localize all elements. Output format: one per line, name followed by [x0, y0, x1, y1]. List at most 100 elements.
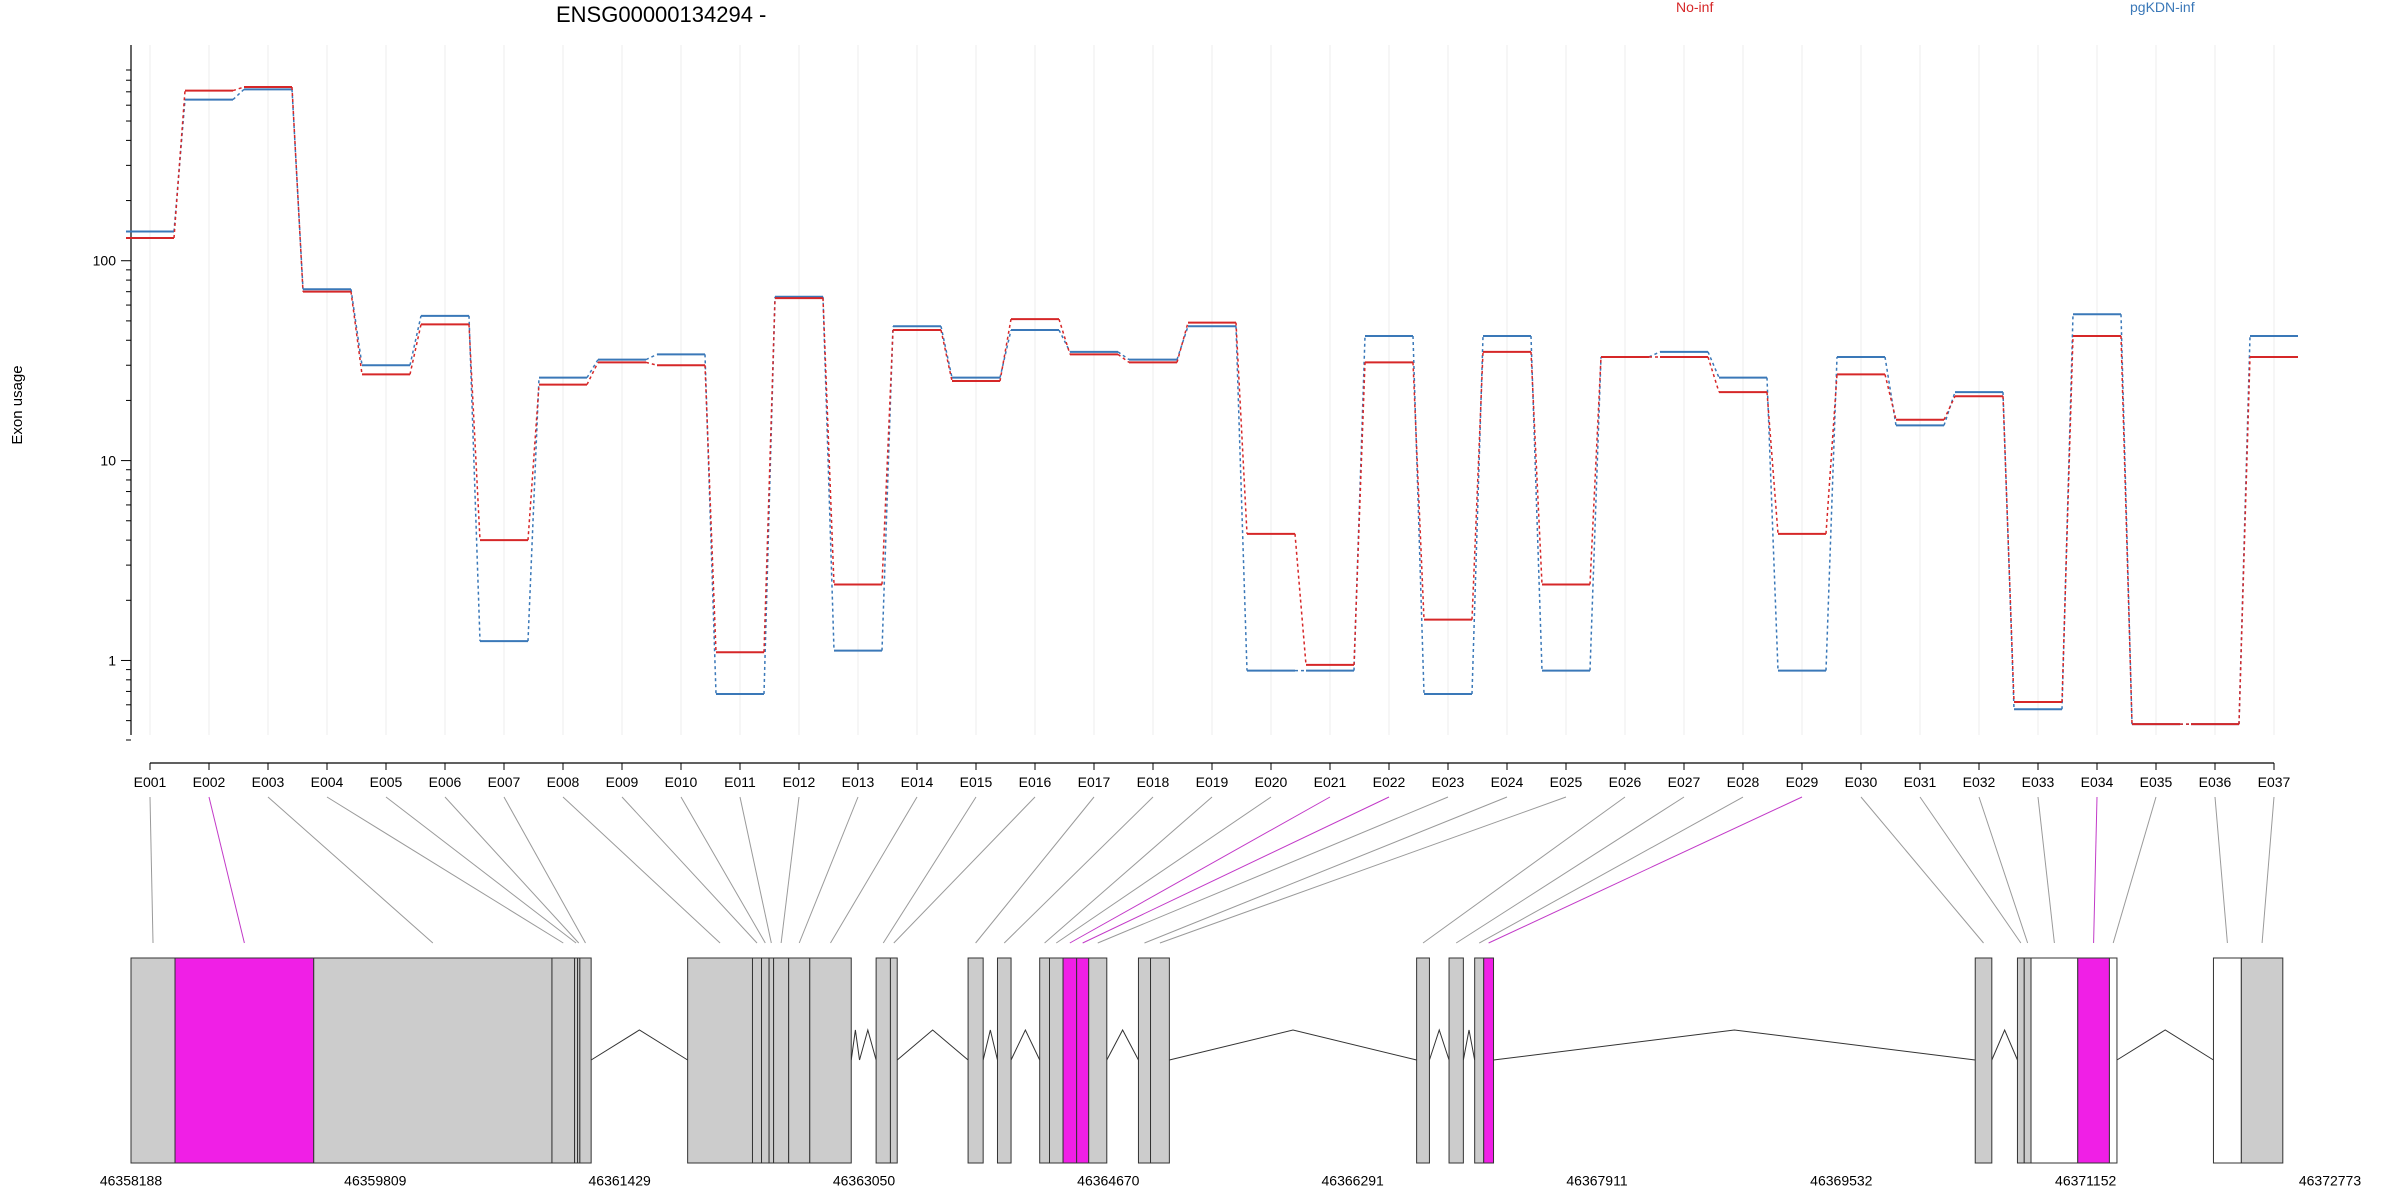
data-connector [1884, 374, 1897, 420]
intron-line [590, 1029, 688, 1061]
exon-connector [975, 796, 1095, 944]
x-tick-label: E033 [2022, 774, 2055, 790]
x-tick-label: E017 [1078, 774, 1111, 790]
exon-box [2077, 957, 2110, 1164]
x-tick-label: E022 [1373, 774, 1406, 790]
data-connector [645, 353, 658, 361]
data-connector [586, 362, 599, 385]
data-connector [645, 361, 658, 366]
x-tick-label: E019 [1196, 774, 1229, 790]
exon-connector [503, 796, 586, 944]
x-tick-label: E016 [1019, 774, 1052, 790]
x-tick-label: E036 [2199, 774, 2232, 790]
intron-line [982, 1029, 998, 1061]
coordinate-label: 46371152 [2055, 1172, 2116, 1188]
exon-box [875, 957, 891, 1164]
intron-line [1991, 1028, 2018, 1061]
x-tick-label: E023 [1432, 774, 1465, 790]
intron-line [896, 1029, 969, 1061]
data-connector [2002, 396, 2015, 702]
exon-box [579, 957, 592, 1164]
x-tick-label: E010 [665, 774, 698, 790]
exon-connector [1056, 796, 1272, 944]
exon-connector [739, 796, 772, 944]
x-tick-label: E008 [547, 774, 580, 790]
coordinate-label: 46366291 [1322, 1172, 1385, 1188]
data-connector [999, 319, 1012, 382]
coordinate-label: 46358188 [100, 1172, 163, 1188]
exon-connector [1860, 796, 1984, 944]
data-connector [1294, 533, 1307, 665]
data-connector [1353, 362, 1366, 665]
exon-box [313, 957, 553, 1164]
exon-connector-lines [149, 796, 2275, 944]
y-tick-label: 1 [108, 652, 116, 668]
x-tick-label: E002 [193, 774, 226, 790]
x-tick-label: E004 [311, 774, 344, 790]
exon-connector [208, 796, 245, 944]
exon-connector [326, 796, 564, 944]
coordinate-label: 46361429 [589, 1172, 652, 1188]
data-connector [999, 329, 1012, 378]
exon-connector [780, 796, 800, 944]
x-tick-label: E026 [1609, 774, 1642, 790]
data-connector [2238, 356, 2251, 725]
data-connector [1117, 351, 1130, 361]
x-tick-label: E031 [1904, 774, 1937, 790]
data-connector [940, 329, 953, 382]
exon-box [2030, 957, 2079, 1164]
intron-line [1010, 1028, 1041, 1061]
data-connector [1707, 351, 1720, 378]
intron-line [859, 1028, 877, 1061]
exon-connector [1069, 796, 1331, 944]
x-tick-label: E037 [2258, 774, 2291, 790]
x-tick-label: E005 [370, 774, 403, 790]
coordinate-label: 46369532 [1810, 1172, 1873, 1188]
exon-connector [149, 796, 154, 944]
coordinate-label: 46372773 [2299, 1172, 2362, 1188]
exon-connector [882, 796, 977, 944]
exon-box [1416, 957, 1430, 1164]
gene-model [130, 957, 2284, 1164]
exon-box [2240, 957, 2284, 1164]
x-tick-label: E009 [606, 774, 639, 790]
y-tick-label: 100 [93, 253, 117, 269]
exon-box [1076, 957, 1090, 1164]
data-connector [350, 289, 363, 366]
data-connector [1235, 322, 1248, 534]
coordinate-label: 46367911 [1566, 1172, 1627, 1188]
coordinate-label: 46363050 [833, 1172, 896, 1188]
data-connector [704, 365, 717, 653]
x-tick-label: E027 [1668, 774, 1701, 790]
x-tick-label: E003 [252, 774, 285, 790]
intron-line [1428, 1028, 1450, 1061]
exon-connector [1488, 796, 1803, 944]
exon-connector [562, 796, 721, 944]
data-connector [1825, 356, 1838, 671]
exon-box [551, 957, 576, 1164]
data-connector [586, 359, 599, 379]
grid-lines [149, 45, 2275, 735]
x-tick-label: E032 [1963, 774, 1996, 790]
exon-connector [1978, 796, 2029, 944]
exon-box [773, 957, 790, 1164]
data-connector [2120, 336, 2133, 725]
data-connector [409, 324, 422, 375]
exon-connector [1082, 796, 1390, 944]
exon-box [809, 957, 852, 1164]
data-connector [350, 291, 363, 375]
exon-connector [621, 796, 758, 944]
exon-connector [2261, 796, 2275, 944]
exon-connector [267, 796, 434, 944]
data-connector [173, 90, 186, 239]
exon-connector [1478, 796, 1744, 944]
x-tick-label: E015 [960, 774, 993, 790]
data-connector [704, 354, 717, 694]
data-connector [881, 330, 894, 585]
data-connector [763, 298, 776, 653]
data-connector [468, 315, 481, 642]
exon-box [174, 957, 315, 1164]
exon-connector [1097, 796, 1449, 944]
x-tick-label: E021 [1314, 774, 1347, 790]
